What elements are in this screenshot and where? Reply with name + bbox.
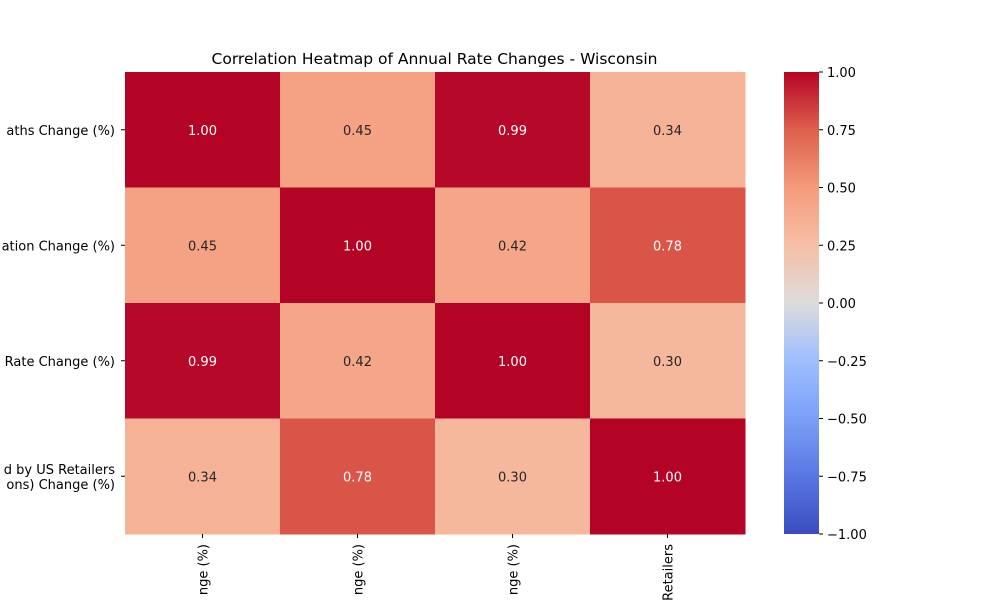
heatmap-cell bbox=[590, 72, 746, 188]
heatmap-cell bbox=[125, 187, 281, 304]
heatmap-cell bbox=[125, 72, 281, 188]
y-tick-label: aths Change (%) bbox=[6, 124, 115, 139]
heatmap-cell bbox=[125, 418, 281, 535]
y-tick-label: ons) Change (%) bbox=[6, 478, 115, 493]
cell-value-label: 0.30 bbox=[498, 470, 527, 485]
colorbar-tick-label: 0.50 bbox=[827, 182, 856, 197]
heatmap-cell bbox=[435, 72, 591, 188]
cell-value-label: 0.99 bbox=[498, 124, 527, 139]
heatmap-cell bbox=[435, 303, 591, 419]
colorbar-tick-label: −0.50 bbox=[827, 413, 867, 428]
colorbar-tick-label: 1.00 bbox=[827, 66, 856, 81]
colorbar-tick-label: 0.75 bbox=[827, 124, 856, 139]
heatmap-cell bbox=[590, 187, 746, 304]
cell-value-label: 1.00 bbox=[343, 239, 372, 254]
colorbar-tick-label: 0.25 bbox=[827, 239, 856, 254]
colorbar-tick-label: −0.25 bbox=[827, 355, 867, 370]
cell-value-label: 0.34 bbox=[653, 124, 682, 139]
cell-value-label: 0.42 bbox=[498, 239, 527, 254]
heatmap-cell bbox=[280, 187, 436, 304]
y-tick-label: ation Change (%) bbox=[2, 239, 115, 254]
y-tick-label: Rate Change (%) bbox=[5, 355, 115, 370]
heatmap-cell bbox=[590, 303, 746, 419]
x-tick-label: Retailers bbox=[662, 544, 677, 600]
cell-value-label: 0.45 bbox=[188, 239, 217, 254]
cell-value-label: 1.00 bbox=[188, 124, 217, 139]
cell-value-label: 0.78 bbox=[343, 470, 372, 485]
x-tick-label: nge (%) bbox=[507, 544, 522, 595]
heatmap-cell bbox=[280, 303, 436, 419]
heatmap-cells: 1.00 0.45 0.99 0.34 0.45 1.00 0.42 0.78 0.99 0.42… bbox=[125, 72, 746, 535]
x-tick-label: nge (%) bbox=[197, 544, 212, 595]
cell-value-label: 1.00 bbox=[498, 355, 527, 370]
x-tick-label: nge (%) bbox=[352, 544, 367, 595]
cell-value-label: 0.42 bbox=[343, 355, 372, 370]
y-tick-label: d by US Retailers bbox=[4, 463, 115, 478]
colorbar bbox=[784, 72, 819, 534]
cell-value-label: 1.00 bbox=[653, 470, 682, 485]
heatmap-cell bbox=[125, 303, 281, 419]
colorbar-tick-label: −0.75 bbox=[827, 470, 867, 485]
cell-value-label: 0.99 bbox=[188, 355, 217, 370]
heatmap-cell bbox=[280, 418, 436, 535]
colorbar-tick-label: 0.00 bbox=[827, 297, 856, 312]
heatmap-cell bbox=[280, 72, 436, 188]
heatmap-cell bbox=[435, 418, 591, 535]
cell-value-label: 0.78 bbox=[653, 239, 682, 254]
heatmap-cell bbox=[590, 418, 746, 535]
colorbar-axis: 1.00 0.75 0.50 0.25 0.00 −0.25 −0.50 −0.75 −1.00 bbox=[819, 66, 867, 543]
colorbar-tick-label: −1.00 bbox=[827, 528, 867, 543]
chart-title: Correlation Heatmap of Annual Rate Chang… bbox=[212, 50, 658, 68]
cell-value-label: 0.34 bbox=[188, 470, 217, 485]
y-axis: aths Change (%) ation Change (%) Rate Chan… bbox=[2, 124, 125, 493]
x-axis: nge (%) nge (%) nge (%) Retailers bbox=[197, 534, 677, 600]
cell-value-label: 0.30 bbox=[653, 355, 682, 370]
heatmap-cell bbox=[435, 187, 591, 304]
cell-value-label: 0.45 bbox=[343, 124, 372, 139]
